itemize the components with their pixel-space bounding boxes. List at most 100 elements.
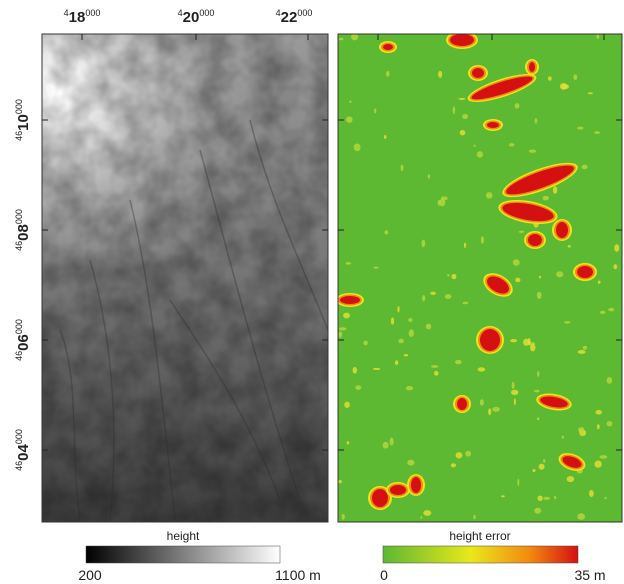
speck [339,331,342,337]
error-core [528,234,542,246]
speck [408,318,412,322]
speck [597,424,600,429]
speck [562,435,564,438]
colorbar [86,546,280,563]
speck [460,130,466,135]
speck [606,421,612,426]
y-tick-label: 4608000 [14,209,32,251]
speck [594,460,601,467]
speck [462,114,468,119]
error-map [336,31,622,522]
legend-title: height error [449,529,510,543]
speck [407,460,414,466]
speck [562,84,570,89]
speck [464,243,466,248]
speck [543,459,545,463]
speck [344,402,350,408]
speck [517,479,519,486]
speck [598,281,601,284]
speck [383,442,389,449]
speck [501,495,505,497]
speck [363,341,367,346]
y-tick-label: 4606000 [14,319,32,361]
speck [528,338,531,346]
speck [594,131,600,134]
speck [532,469,535,472]
legend-title: height [167,529,200,543]
speck [488,408,491,415]
x-tick-label: 422000 [276,8,313,26]
speck [588,92,593,94]
x-tick-label: 420000 [178,8,215,26]
speck [600,455,608,459]
speck [564,321,571,324]
speck [512,382,515,389]
speck [473,515,475,519]
speck [513,259,520,265]
speck [529,150,536,153]
speck [447,274,450,276]
speck [428,174,430,178]
speck [614,244,619,252]
speck [373,368,380,370]
speck [537,292,542,299]
speck [339,38,343,41]
speck [537,417,539,420]
speck [548,76,552,80]
speck [456,452,463,458]
speck [608,308,614,312]
speck [346,116,353,123]
speck [492,407,500,412]
speck [374,109,376,114]
speck [511,390,518,395]
speck [353,367,357,374]
speck [535,118,538,124]
speck [595,410,602,415]
legend-max: 35 m [574,567,605,583]
error-core [340,296,360,304]
speck [422,295,425,301]
speck [347,441,350,444]
speck [568,245,571,247]
error-core [450,34,474,46]
error-core [577,266,593,278]
speck [510,339,517,342]
speck [515,103,520,109]
speck [384,135,387,139]
speck [543,196,549,201]
speck [596,34,599,38]
speck [374,267,379,269]
speck [537,371,539,377]
speck [404,354,409,356]
y-tick-label: 4610000 [14,99,32,141]
speck [397,306,399,313]
speck [462,302,468,305]
speck [567,476,574,482]
error-core [383,44,393,50]
error-core [472,68,484,78]
speck [600,311,606,314]
speck [343,313,350,319]
page: {"map": { "x_ticks": [ {"prefix": "4", "… [0,0,624,584]
speck [459,98,466,100]
speck [438,71,442,78]
speck [406,386,413,390]
speck [455,360,462,364]
speck [445,294,452,299]
speck [473,145,475,147]
speck [543,497,550,500]
speck [390,438,394,446]
error-core [556,222,568,238]
speck [613,264,617,269]
speck [451,274,456,279]
speck [509,143,514,147]
speck [465,451,471,457]
speck [386,71,390,77]
speck [409,329,414,337]
speck [486,192,493,199]
speck [581,427,584,432]
speck [349,100,351,103]
speck [342,514,345,520]
speck [401,164,404,171]
legend-max: 1100 m [275,567,321,583]
